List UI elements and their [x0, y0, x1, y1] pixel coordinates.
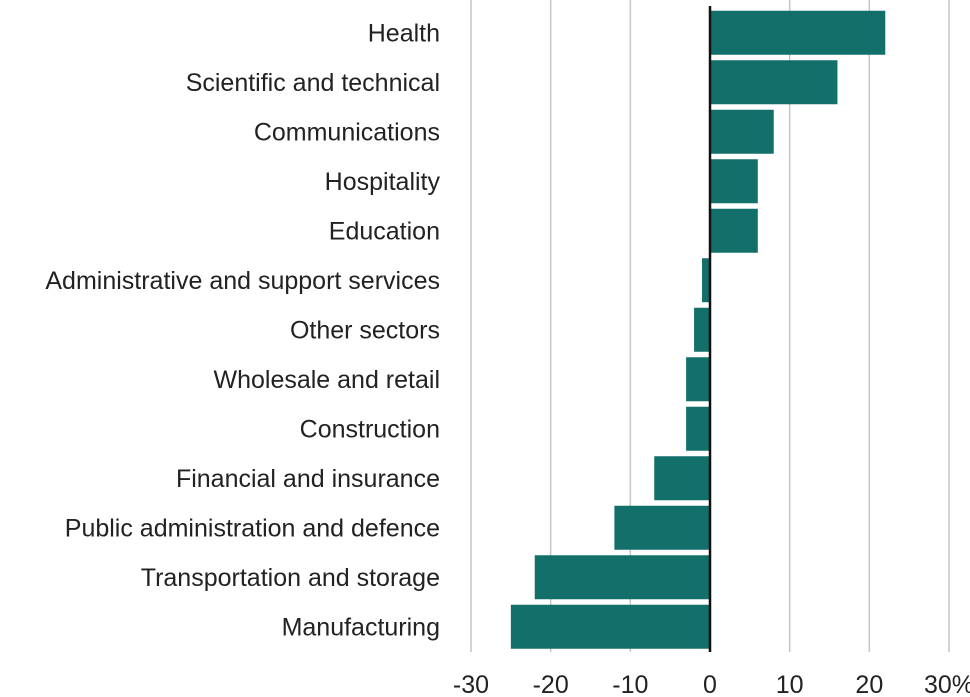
bar: [710, 109, 774, 154]
bar: [710, 10, 886, 55]
category-label: Scientific and technical: [186, 69, 440, 97]
x-tick-label: 0: [703, 671, 717, 697]
bar: [710, 60, 838, 105]
x-tick-label: 10: [776, 671, 804, 697]
x-axis-tick-labels: -30 -20 -10 0 10 20 30%: [453, 671, 970, 697]
category-label: Wholesale and retail: [213, 366, 440, 394]
x-tick-label: 20: [855, 671, 883, 697]
category-label: Communications: [254, 119, 440, 147]
bar: [614, 505, 710, 550]
bar: [710, 208, 758, 253]
category-label: Health: [368, 20, 440, 48]
category-labels: Health Scientific and technical Communicat…: [45, 20, 440, 642]
category-label: Transportation and storage: [141, 564, 440, 592]
category-label: Public administration and defence: [65, 515, 440, 543]
category-label: Other sectors: [290, 317, 440, 345]
category-label: Administrative and support services: [45, 267, 440, 295]
bar: [694, 307, 710, 352]
bar: [534, 555, 710, 600]
x-tick-label: 30%: [924, 671, 970, 697]
bar: [510, 604, 710, 649]
category-label: Financial and insurance: [176, 465, 440, 493]
x-tick-label: -30: [453, 671, 489, 697]
category-label: Education: [329, 218, 440, 246]
bar: [686, 406, 710, 451]
category-label: Construction: [300, 416, 440, 444]
bar: [654, 456, 710, 501]
x-tick-label: -20: [533, 671, 569, 697]
gridlines: [470, 0, 950, 652]
category-label: Hospitality: [325, 168, 441, 196]
bar: [686, 357, 710, 402]
bars: [510, 10, 886, 649]
x-tick-label: -10: [612, 671, 648, 697]
bar: [710, 159, 758, 204]
category-label: Manufacturing: [282, 614, 440, 642]
bar: [702, 258, 710, 303]
